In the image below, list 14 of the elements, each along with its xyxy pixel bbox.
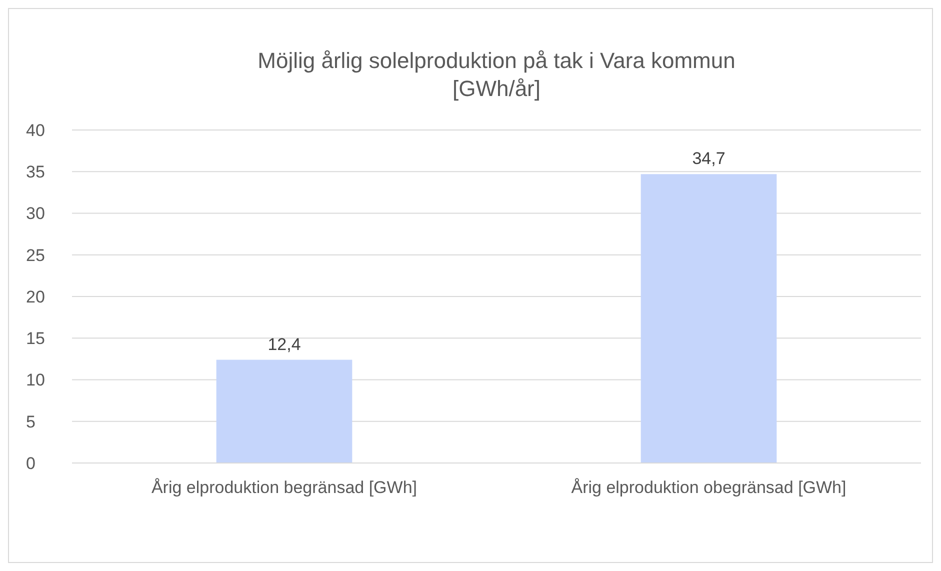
y-tick-label: 25 — [26, 246, 45, 265]
y-tick-label: 15 — [26, 329, 45, 348]
x-tick-label: Årig elproduktion begränsad [GWh] — [151, 478, 418, 497]
y-tick-label: 5 — [26, 412, 36, 432]
data-label: 12,4 — [268, 334, 301, 354]
y-tick-label: 30 — [26, 204, 45, 224]
x-tick-label: Årig elproduktion obegränsad [GWh] — [571, 478, 846, 497]
data-label: 34,7 — [692, 149, 726, 168]
y-tick-label: 20 — [26, 287, 45, 306]
y-tick-label: 10 — [26, 370, 45, 390]
y-tick-label: 0 — [26, 454, 36, 473]
y-tick-label: 35 — [26, 162, 45, 182]
chart-title: Möjlig årlig solelproduktion på tak i Vara kommun [GWh/år] — [258, 48, 736, 101]
y-tick-label: 40 — [26, 120, 45, 140]
